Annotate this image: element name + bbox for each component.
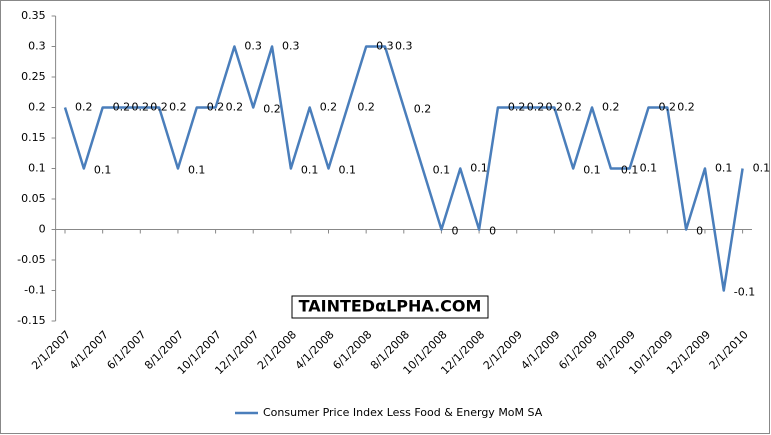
data-label: 0.3 <box>395 40 413 53</box>
data-label: 0.2 <box>207 101 225 114</box>
data-label: 0.1 <box>583 164 601 177</box>
data-label: 0.2 <box>564 101 582 114</box>
data-line <box>63 45 744 292</box>
y-tick-label: 0.1 <box>28 162 46 175</box>
data-label: 0 <box>451 225 458 238</box>
data-label: 0.2 <box>677 101 695 114</box>
data-label: 0.1 <box>433 164 451 177</box>
data-label: 0.2 <box>527 101 545 114</box>
data-label: 0.3 <box>282 40 300 53</box>
data-label: 0.2 <box>113 101 131 114</box>
data-label: 0.1 <box>188 164 206 177</box>
data-label: 0.2 <box>658 101 676 114</box>
y-tick-label: 0.15 <box>21 131 46 144</box>
data-label: 0.2 <box>414 103 432 116</box>
data-label: 0.3 <box>376 40 394 53</box>
data-label: 0.2 <box>546 101 564 114</box>
y-tick-label: 0.35 <box>21 9 46 22</box>
data-label: 0.2 <box>131 101 149 114</box>
data-label: 0 <box>489 225 496 238</box>
data-label: 0.2 <box>169 101 187 114</box>
y-tick-label: -0.05 <box>17 253 45 266</box>
watermark: TAINTEDαLPHA.COM <box>299 297 482 316</box>
legend-label: Consumer Price Index Less Food & Energy … <box>263 406 543 419</box>
data-label: 0.2 <box>75 101 93 114</box>
data-label: 0.2 <box>357 101 375 114</box>
data-label: 0.2 <box>150 101 168 114</box>
y-tick-label: 0.3 <box>28 40 46 53</box>
data-label: 0.2 <box>602 101 620 114</box>
data-label: 0.3 <box>244 40 261 53</box>
data-label: 0.1 <box>715 162 733 175</box>
y-tick-label: 0.25 <box>21 70 46 83</box>
data-label: 0 <box>696 225 703 238</box>
watermark-box <box>291 295 489 319</box>
data-label: -0.1 <box>734 286 755 299</box>
data-label: 0.1 <box>753 162 771 175</box>
y-tick-label: 0.2 <box>28 101 46 114</box>
data-label: 0.2 <box>263 103 281 116</box>
data-label: 0.1 <box>94 164 112 177</box>
data-label: 0.2 <box>226 101 244 114</box>
y-tick-label: 0.05 <box>21 192 46 205</box>
data-label: 0.1 <box>470 162 488 175</box>
data-label: 0.1 <box>301 164 319 177</box>
y-tick-label: -0.15 <box>17 314 45 327</box>
data-label: 0.1 <box>640 162 658 175</box>
data-label: 0.1 <box>339 164 357 177</box>
y-tick-label: 0 <box>39 223 46 236</box>
y-tick-label: -0.1 <box>24 284 45 297</box>
data-label: 0.1 <box>621 164 639 177</box>
data-label: 0.2 <box>508 101 525 114</box>
data-label: 0.2 <box>320 101 338 114</box>
